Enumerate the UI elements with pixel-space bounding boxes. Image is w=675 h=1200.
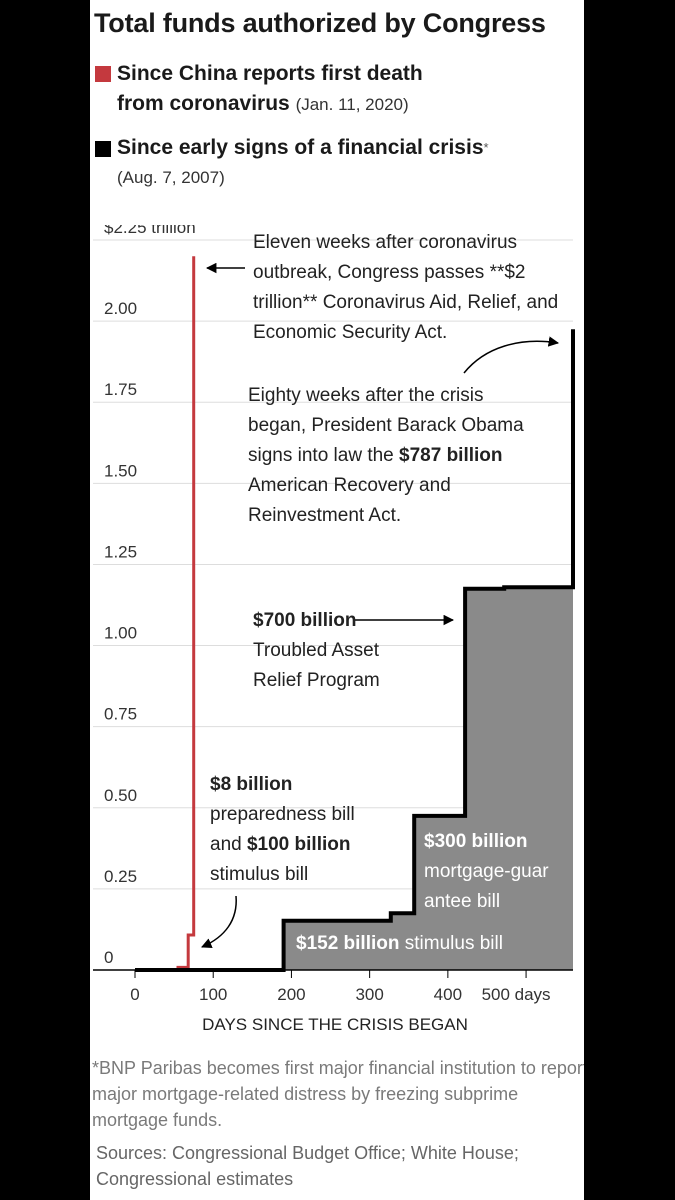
annotation-stimulus: $152 billion stimulus bill	[296, 929, 503, 959]
y-tick-label: 1.75	[104, 380, 137, 399]
x-tick-label: 400	[434, 985, 462, 1004]
annotation-line: began, President Barack Obama	[248, 415, 524, 436]
arrow-layer	[201, 262, 560, 949]
annotation-line: $8 billion	[210, 774, 293, 795]
series-fill-covid	[135, 935, 189, 970]
legend-covid-line2: from coronavirus	[117, 92, 290, 115]
x-tick-label: 300	[355, 985, 383, 1004]
annotation-preparedness: $8 billion preparedness bill and $100 bill…	[210, 770, 355, 890]
y-tick-label: 0	[104, 948, 113, 967]
legend-covid-date: (Jan. 11, 2020)	[295, 95, 409, 114]
annotation-line: Relief Program	[253, 670, 380, 691]
arrow-recovery-act	[463, 336, 560, 374]
fill-layer	[135, 329, 573, 970]
footnote: *BNP Paribas becomes first major financi…	[92, 1058, 584, 1130]
series-line-crisis	[135, 329, 575, 972]
y-tick-label: 0.50	[104, 786, 137, 805]
annotation-line: $300 billion	[424, 831, 528, 852]
annotation-line: Economic Security Act.	[253, 322, 448, 343]
chart-panel: Total funds authorized by Congress Since…	[90, 0, 584, 1200]
x-axis-title: DAYS SINCE THE CRISIS BEGAN	[202, 1015, 468, 1034]
series-fill-crisis-base	[283, 913, 415, 970]
annotation-line: $152 billion stimulus bill	[296, 933, 503, 954]
annotation-line: Reinvestment Act.	[248, 505, 402, 526]
y-tick-label: 0.25	[104, 867, 137, 886]
x-tick-label: 100	[199, 985, 227, 1004]
annotation-line: preparedness bill	[210, 804, 355, 825]
y-tick-label: 2.00	[104, 299, 137, 318]
annotation-recovery-act: Eighty weeks after the crisis began, Pres…	[248, 381, 524, 531]
series-line-covid	[135, 256, 196, 972]
x-tick-label: 500 days	[482, 985, 551, 1004]
annotation-line: outbreak, Congress passes **$2	[253, 262, 526, 283]
y-tick-label: 1.50	[104, 461, 137, 480]
annotation-line: American Recovery and	[248, 475, 451, 496]
annotation-line: $700 billion	[253, 610, 357, 631]
sources: Sources: Congressional Budget Office; Wh…	[96, 1143, 519, 1189]
annotation-line: antee bill	[424, 891, 501, 912]
annotation-line: trillion** Coronavirus Aid, Relief, and	[253, 292, 559, 313]
annotation-line: Eighty weeks after the crisis	[248, 385, 484, 406]
arrow-preparedness	[201, 895, 237, 949]
annotation-line: Troubled Asset	[253, 640, 380, 661]
axis-layer	[93, 969, 573, 978]
x-tick-label: 200	[277, 985, 305, 1004]
legend-swatch-red	[95, 66, 111, 82]
y-tick-label: $2.25 trillion	[104, 225, 196, 237]
annotation-tarp: $700 billion Troubled Asset Relief Program	[253, 606, 380, 696]
legend-crisis-asterisk: *	[483, 140, 489, 155]
annotation-line: stimulus bill	[210, 864, 309, 885]
annotation-line: signs into law the $787 billion	[248, 445, 503, 466]
y-tick-label: 1.25	[104, 542, 137, 561]
legend-swatch-black	[95, 141, 111, 157]
x-tick-label: 0	[130, 985, 139, 1004]
legend-covid: Since China reports first death from cor…	[117, 59, 423, 120]
annotation-line: Eleven weeks after coronavirus	[253, 232, 518, 253]
legend-crisis-line1: Since early signs of a financial crisis	[117, 136, 484, 159]
y-tick-label: 1.00	[104, 624, 137, 643]
annotation-covid-act: Eleven weeks after coronavirus outbreak, …	[253, 228, 558, 348]
legend-crisis: Since early signs of a financial crisis*	[117, 133, 489, 163]
y-tick-label: 0.75	[104, 705, 137, 724]
label-layer: 0 0.25 0.50 0.75 1.00 1.25 1.50 1.75 2.00 $2.25 t…	[104, 225, 551, 1034]
annotation-line: and $100 billion	[210, 834, 351, 855]
legend-crisis-date: (Aug. 7, 2007)	[117, 168, 225, 187]
series-fill-crisis	[390, 329, 573, 970]
chart-title: Total funds authorized by Congress	[94, 8, 546, 38]
annotation-line: mortgage-guar	[424, 861, 549, 882]
legend-covid-line1: Since China reports first death	[117, 62, 423, 85]
grid-layer	[93, 239, 573, 890]
annotation-mortgage: $300 billion mortgage-guar antee bill	[424, 827, 549, 917]
chart-svg: 0 0.25 0.50 0.75 1.00 1.25 1.50 1.75 2.00 $2.25 t…	[93, 225, 575, 1034]
